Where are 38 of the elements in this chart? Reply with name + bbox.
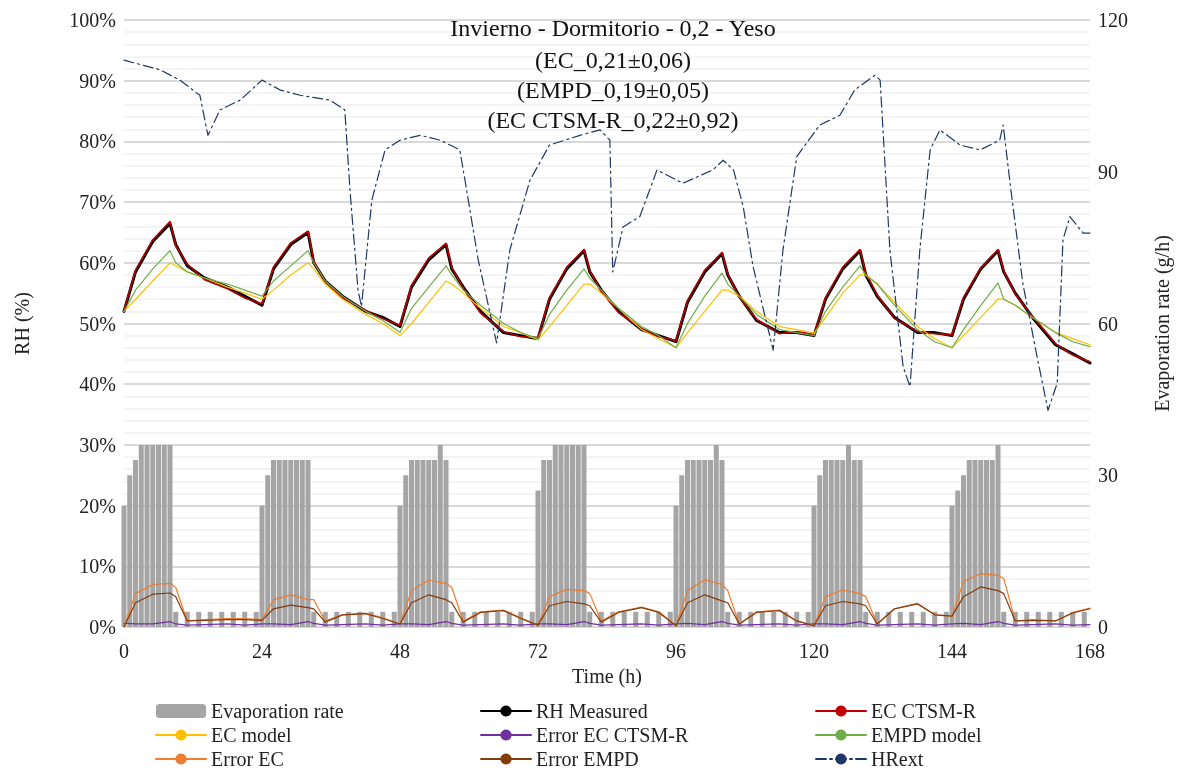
chart-title: Invierno - Dormitorio - 0,2 - Yeso <box>450 15 776 41</box>
y-tick-label: 80% <box>79 130 116 153</box>
y-tick-label: 0% <box>89 616 116 638</box>
legend-label: Error EC CTSM-R <box>536 724 689 746</box>
legend-label: Error EC <box>211 748 284 770</box>
legend-label: EC model <box>211 724 292 746</box>
x-tick-label: 0 <box>119 640 129 662</box>
y-tick-label: 60% <box>79 251 116 274</box>
x-tick-label: 24 <box>252 640 272 662</box>
x-tick-label: 120 <box>799 640 829 662</box>
legend-label: Evaporation rate <box>211 700 344 723</box>
text: (EC_0,21±0,06) (EMPD_0,19±0,05) (EC CTSM-R_0,22±0,92) <box>487 47 739 133</box>
y2-tick-label: 120 <box>1098 9 1128 31</box>
x-tick-label: 168 <box>1075 640 1105 662</box>
y2-tick-label: 90 <box>1098 160 1118 183</box>
y2-axis-title: Evaporation rate (g/h) <box>1151 235 1174 412</box>
y2-tick-label: 0 <box>1098 616 1108 638</box>
x-tick-label: 96 <box>666 640 686 662</box>
x-tick-label: 48 <box>390 640 410 662</box>
legend-label: RH Measured <box>536 700 648 722</box>
y-tick-label: 30% <box>79 433 116 456</box>
legend-label: EMPD model <box>871 724 982 746</box>
legend-label: Error EMPD <box>536 748 639 770</box>
y-tick-label: 10% <box>79 555 116 578</box>
y-tick-label: 70% <box>79 191 116 214</box>
legend-label: EC CTSM-R <box>871 700 977 722</box>
y2-tick-label: 30 <box>1098 464 1118 487</box>
legend-label: HRext <box>871 748 924 770</box>
y-tick-label: 40% <box>79 373 116 396</box>
y2-tick-label: 60 <box>1098 312 1118 335</box>
y-tick-label: 100% <box>69 9 116 31</box>
y-tick-label: 50% <box>79 312 116 335</box>
x-tick-label: 72 <box>528 640 548 662</box>
y-tick-label: 90% <box>79 69 116 92</box>
x-tick-label: 144 <box>937 640 967 662</box>
y-axis-title: RH (%) <box>11 292 34 355</box>
x-axis-title: Time (h) <box>572 664 642 688</box>
y-tick-label: 20% <box>79 494 116 517</box>
